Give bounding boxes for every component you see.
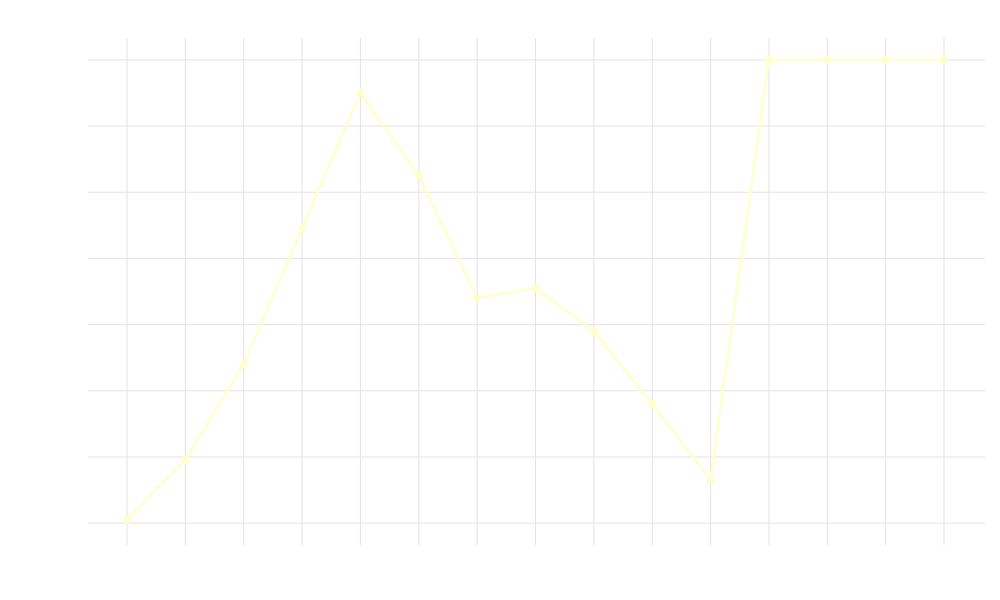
point	[531, 284, 540, 293]
point	[881, 55, 890, 64]
point	[589, 327, 598, 336]
point	[239, 360, 248, 369]
point	[473, 294, 482, 303]
point	[706, 476, 715, 485]
point	[823, 55, 832, 64]
point	[356, 88, 365, 97]
point	[764, 55, 773, 64]
point	[123, 515, 131, 524]
point	[298, 224, 307, 233]
point	[940, 55, 948, 64]
point	[414, 171, 423, 180]
point	[648, 400, 657, 409]
point	[181, 456, 190, 465]
